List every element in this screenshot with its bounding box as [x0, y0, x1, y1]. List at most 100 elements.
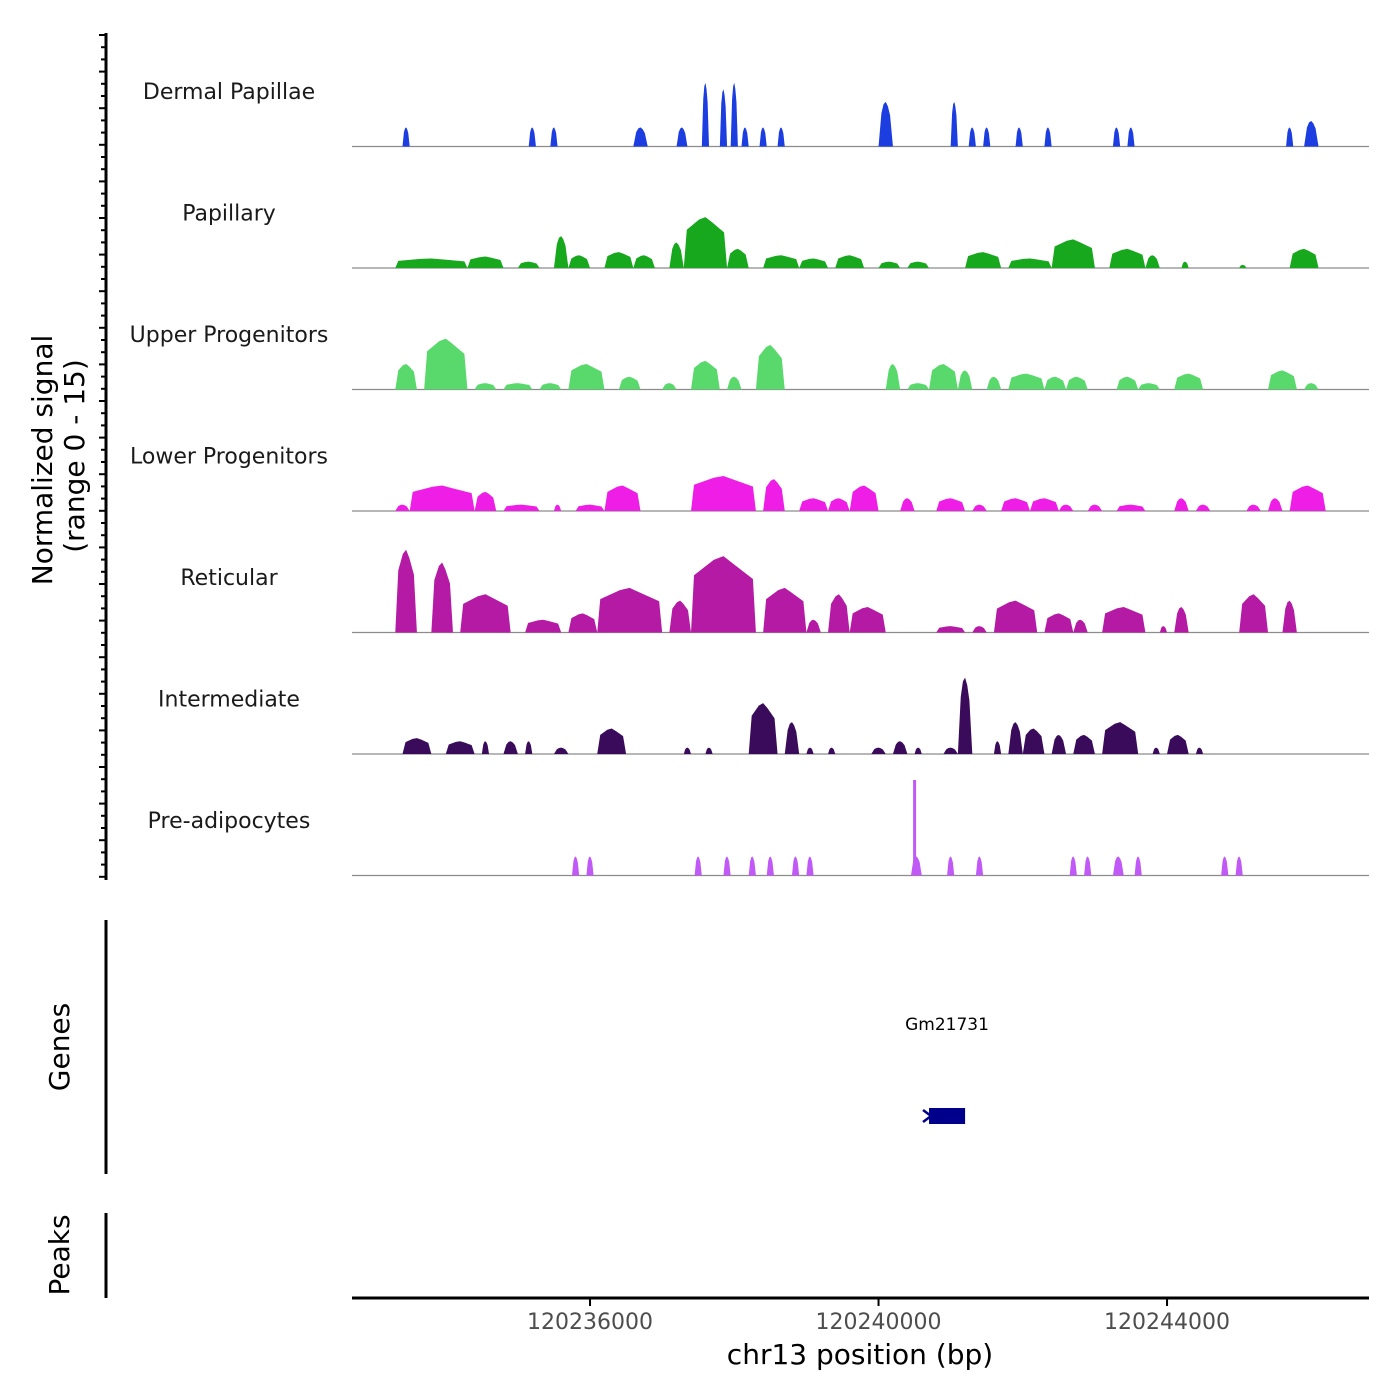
signal-peak: [402, 738, 432, 754]
genes-axis-title: Genes: [43, 1003, 76, 1091]
signal-peak: [503, 504, 540, 511]
signal-peak: [586, 856, 594, 876]
signal-peak: [1195, 504, 1211, 511]
signal-peak: [929, 364, 958, 390]
signal-peak: [727, 376, 742, 390]
x-tick-label: 120244000: [1104, 1310, 1230, 1335]
x-axis-ticks: 120236000 120240000 120244000: [527, 1298, 1230, 1335]
signal-peak: [759, 127, 767, 147]
signal-peak: [460, 594, 511, 633]
gene-strand-arrow: [922, 1109, 934, 1123]
signal-peak: [972, 626, 987, 633]
track-label: Dermal Papillae: [143, 80, 315, 105]
signal-peak: [676, 127, 688, 147]
signal-peak: [1152, 747, 1160, 754]
signal-peak: [701, 82, 710, 147]
track-intermediate: Intermediate: [158, 677, 1369, 755]
signal-peak: [553, 504, 562, 511]
signal-peak: [849, 607, 886, 633]
signal-peak: [1116, 376, 1139, 390]
track-dermal-papillae: Dermal Papillae: [143, 80, 1369, 148]
signal-peak: [936, 498, 966, 511]
signal-peak: [1102, 607, 1146, 633]
signal-peak: [727, 248, 749, 268]
signal-peak: [835, 255, 865, 268]
signal-peak: [799, 498, 829, 511]
signal-peak: [763, 587, 807, 633]
signal-peak: [1087, 504, 1103, 511]
gene-body: [929, 1108, 966, 1124]
signal-peak: [683, 747, 691, 754]
peaks-axis-title: Peaks: [43, 1214, 76, 1295]
track-upper-progenitors: Upper Progenitors: [130, 323, 1369, 391]
signal-peak: [669, 242, 684, 268]
signal-peak: [1181, 261, 1189, 268]
signal-peak: [597, 728, 627, 754]
signal-peak: [1073, 619, 1088, 633]
signal-peak: [730, 82, 738, 147]
signal-peak: [1268, 370, 1297, 390]
signal-peak: [849, 485, 879, 511]
signal-peak: [705, 747, 713, 754]
signal-peak: [691, 475, 756, 511]
signal-peak: [828, 747, 836, 754]
signal-peak: [1127, 127, 1135, 147]
signal-peak: [467, 256, 504, 268]
gene-Gm21731: Gm21731: [905, 1015, 989, 1124]
signal-peak: [691, 556, 756, 633]
signal-peak: [1134, 856, 1142, 876]
signal-peak: [900, 498, 915, 511]
signal-peak: [1239, 594, 1269, 633]
signal-peak: [763, 255, 800, 268]
signal-peak: [907, 261, 930, 268]
signal-peak: [907, 383, 930, 390]
signal-peak: [597, 587, 663, 633]
signal-peak: [878, 101, 893, 147]
signal-peak: [1304, 383, 1319, 390]
signal-peak: [871, 747, 886, 754]
signal-peak: [1030, 498, 1059, 511]
signal-peak: [1246, 504, 1261, 511]
signal-peak: [975, 856, 984, 876]
signal-peak: [741, 127, 749, 147]
signal-peak: [983, 127, 991, 147]
signal-peak: [553, 236, 569, 268]
x-tick-label: 120236000: [527, 1310, 653, 1335]
signal-peak: [568, 364, 605, 390]
signal-peak: [1001, 498, 1030, 511]
signal-peak: [784, 722, 800, 754]
track-label: Reticular: [180, 566, 278, 591]
signal-peak: [517, 261, 540, 268]
signal-peak: [604, 252, 634, 268]
signal-peak: [885, 364, 901, 390]
track-label: Pre-adipocytes: [148, 809, 311, 834]
signal-peak: [806, 747, 814, 754]
signal-peak: [395, 504, 410, 511]
signal-peak: [1112, 127, 1121, 147]
signal-peak: [669, 600, 691, 633]
signal-peak: [965, 252, 1002, 268]
signal-peak: [748, 856, 756, 876]
signal-peak: [723, 856, 731, 876]
signal-peak: [936, 626, 966, 633]
signal-peak: [1304, 121, 1319, 147]
signal-peak: [1044, 376, 1067, 390]
track-papillary: Papillary: [182, 202, 1369, 269]
signal-peak: [755, 344, 785, 390]
signal-spike: [913, 780, 917, 876]
signal-peak: [1174, 607, 1189, 633]
signal-peak: [1112, 856, 1124, 876]
signal-peak: [503, 383, 533, 390]
signal-peak: [777, 127, 785, 147]
signal-peak: [766, 856, 774, 876]
signal-peak: [1268, 498, 1283, 511]
y-axis-title-group: Normalized signal (range 0 - 15): [26, 335, 91, 586]
signal-peak: [950, 101, 958, 147]
signal-peak: [719, 89, 728, 147]
signal-peak: [474, 383, 497, 390]
signal-peak: [968, 127, 976, 147]
signal-peak: [662, 383, 677, 390]
signal-peak: [503, 741, 518, 754]
signal-peak: [892, 741, 908, 754]
